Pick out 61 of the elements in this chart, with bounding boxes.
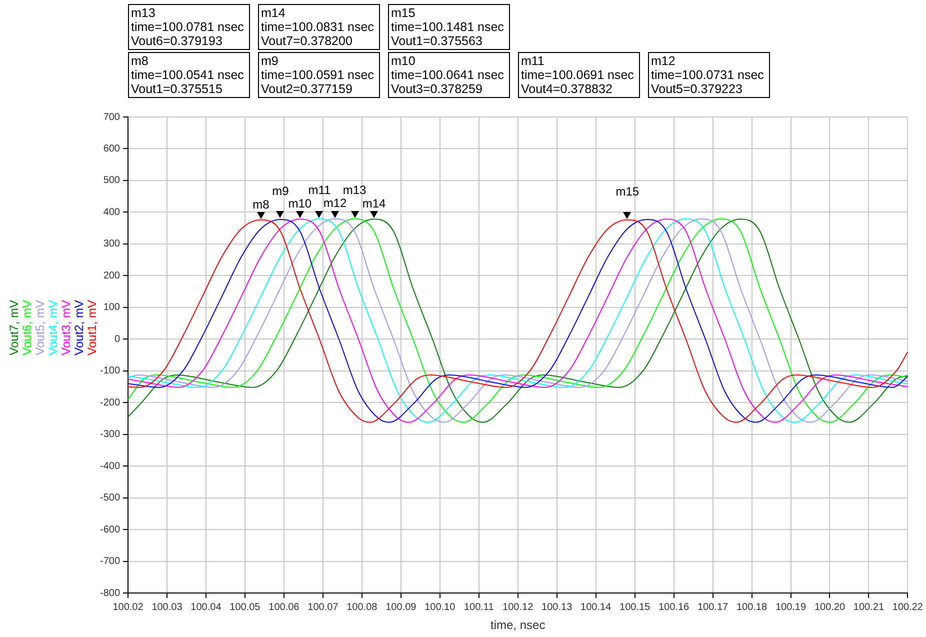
- text: m14 time=100.0831 nsec Vout7=0.378200: [258, 4, 380, 50]
- x-tick-label: 100.12: [502, 602, 534, 613]
- x-tick-label: 100.05: [230, 602, 261, 613]
- text: Vout6, mV: [20, 300, 34, 356]
- y-tick-label: 300: [103, 238, 120, 250]
- y-tick-label: -100: [100, 366, 120, 377]
- text: m15 time=100.1481 nsec Vout1=0.375563: [388, 4, 510, 50]
- annotation: m8: [252, 197, 270, 212]
- annotation: m13: [342, 183, 367, 198]
- y-tick-label: -200: [100, 397, 120, 408]
- text: Vout3, mV: [59, 300, 73, 356]
- y-tick-label: -600: [100, 524, 120, 536]
- text: Vout4, mV: [46, 300, 60, 356]
- x-tick-label: 100.14: [580, 602, 612, 613]
- x-tick-label: 100.06: [268, 602, 300, 613]
- annotation: m10: [288, 196, 312, 210]
- x-tick-label: 100.15: [620, 602, 651, 613]
- y-tick-label: 100: [103, 302, 120, 314]
- y-tick-label: 200: [103, 270, 120, 282]
- x-tick-label: 100.20: [814, 602, 846, 613]
- x-tick-label: 100.22: [892, 602, 924, 613]
- x-tick-label: 100.10: [424, 602, 456, 613]
- text: m9 time=100.0591 nsec Vout2=0.377159: [258, 52, 380, 98]
- annotation: m12: [323, 196, 348, 210]
- x-axis-title: time, nsec: [490, 618, 546, 632]
- x-tick-label: 100.16: [658, 602, 690, 613]
- text: m10 time=100.0641 nsec Vout3=0.378259: [388, 52, 510, 98]
- x-tick-label: 100.21: [853, 602, 884, 613]
- text: m12 time=100.0731 nsec Vout5=0.379223: [648, 52, 770, 98]
- x-tick-label: 100.09: [386, 602, 417, 613]
- x-tick-label: 100.13: [542, 602, 573, 613]
- text: m8 time=100.0541 nsec Vout1=0.375515: [128, 52, 250, 98]
- x-tick-label: 100.19: [775, 602, 806, 613]
- annotation: m14: [362, 196, 386, 210]
- x-tick-label: 100.18: [736, 602, 768, 613]
- x-tick-label: 100.03: [152, 602, 183, 613]
- y-tick-label: 0: [114, 334, 120, 345]
- x-tick-label: 100.07: [308, 602, 339, 613]
- text: Vout5, mV: [33, 300, 47, 356]
- annotation: m15: [616, 184, 640, 198]
- text: Vout7, mV: [7, 300, 21, 356]
- y-tick-label: 500: [103, 175, 120, 186]
- x-tick-label: 100.04: [190, 602, 222, 613]
- annotation: m9: [272, 184, 290, 198]
- y-tick-label: -300: [100, 429, 120, 440]
- x-tick-label: 100.17: [697, 602, 729, 613]
- y-tick-label: -500: [100, 492, 120, 504]
- x-tick-label: 100.11: [464, 602, 494, 613]
- y-tick-label: -800: [100, 588, 120, 599]
- y-tick-label: 400: [103, 206, 120, 218]
- y-tick-label: 600: [103, 143, 120, 154]
- text: m13 time=100.0781 nsec Vout6=0.379193: [128, 4, 250, 50]
- annotation: m11: [308, 183, 331, 198]
- x-tick-label: 100.08: [346, 602, 378, 613]
- y-tick-label: -700: [100, 556, 120, 568]
- x-tick-label: 100.02: [112, 602, 144, 613]
- text: m11 time=100.0691 nsec Vout4=0.378832: [518, 52, 640, 98]
- text: Vout2, mV: [72, 300, 86, 356]
- y-tick-label: 700: [103, 112, 120, 123]
- y-tick-label: -400: [100, 460, 120, 472]
- text: Vout1, mV: [85, 300, 99, 356]
